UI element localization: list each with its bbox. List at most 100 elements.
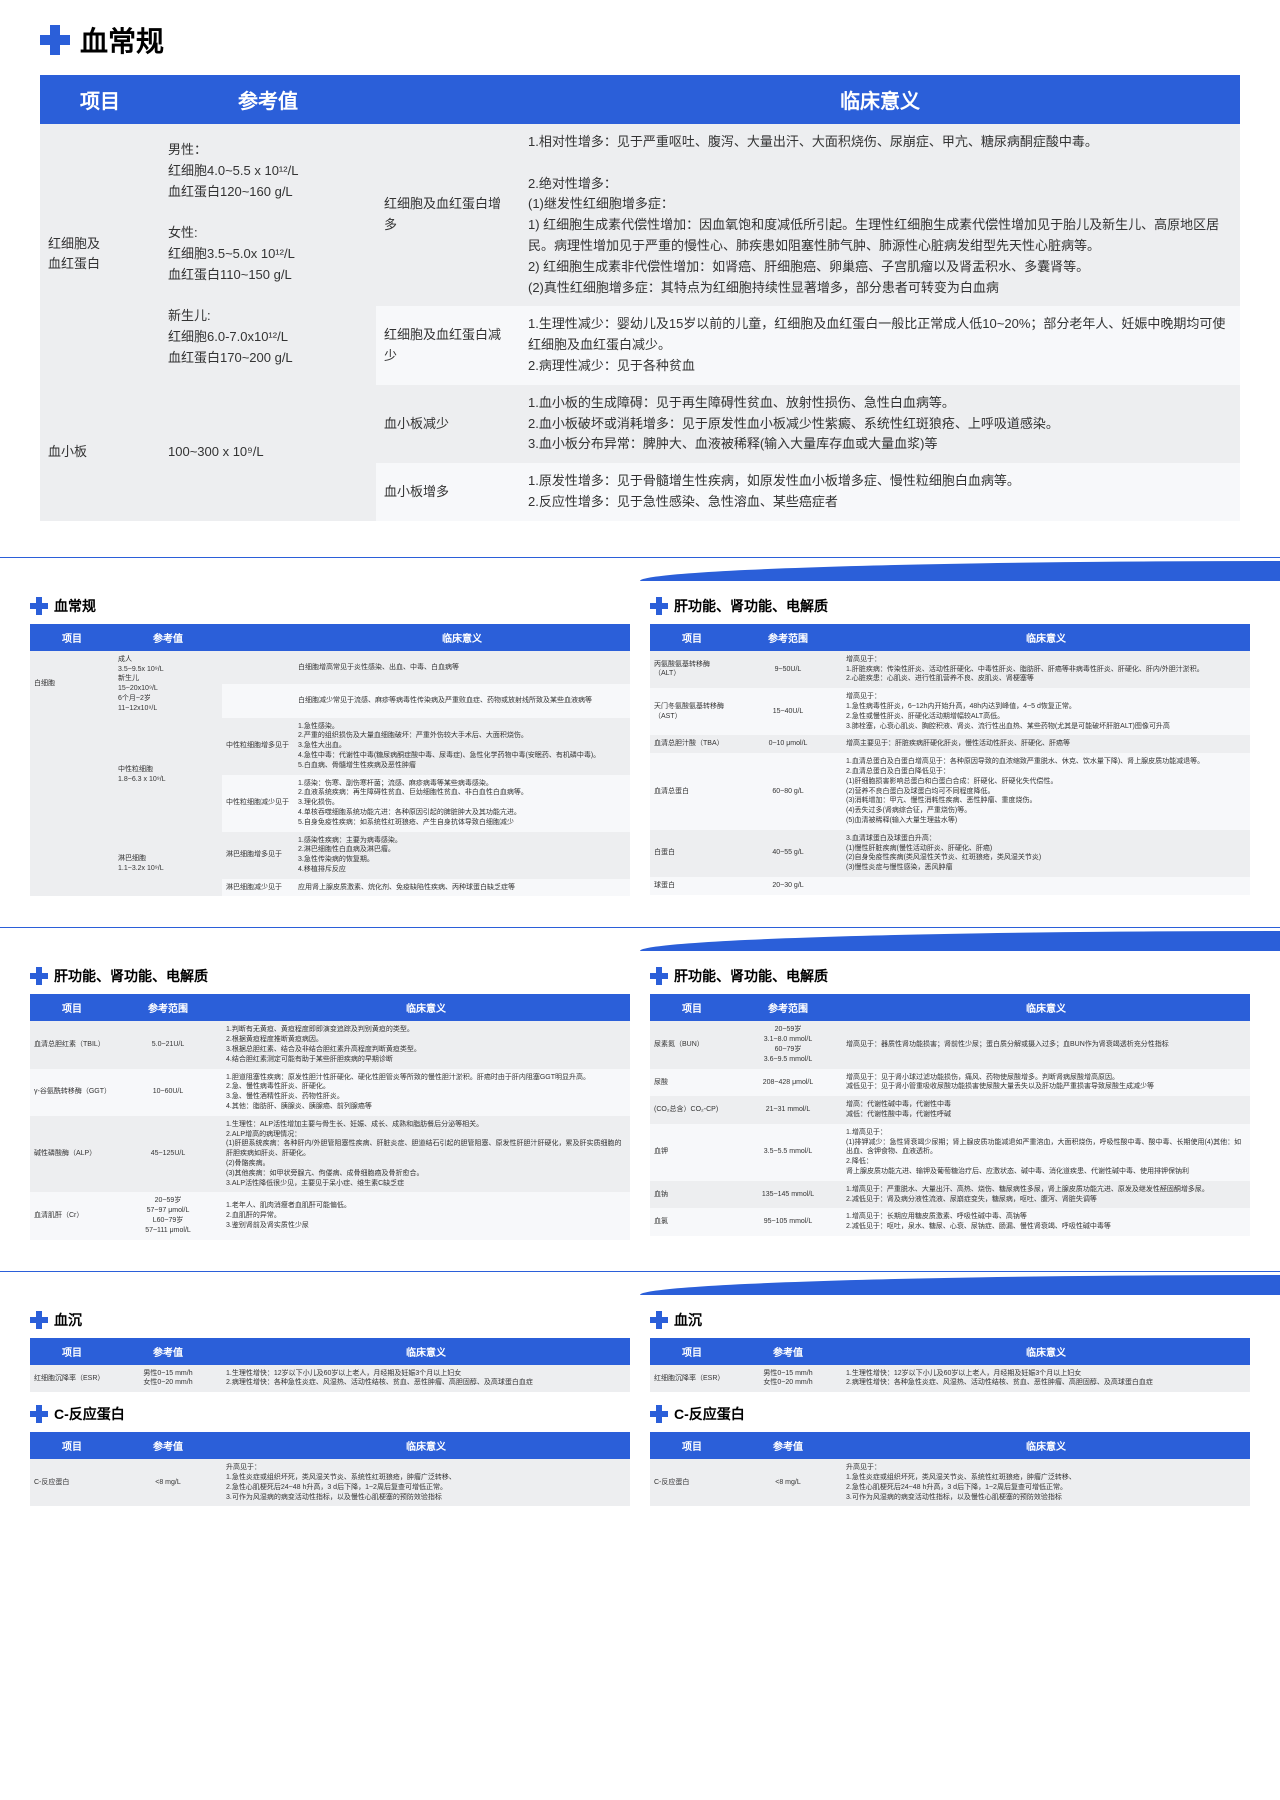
- cell-item: 血钾: [650, 1124, 734, 1181]
- panel-title: 肝功能、肾功能、电解质: [54, 966, 208, 986]
- panel-liver-1: 肝功能、肾功能、电解质 项目参考范围临床意义丙氨酸氨基转移酶（ALT）9~50U…: [650, 596, 1250, 897]
- table-header: 项目: [650, 1338, 734, 1365]
- sub-table: 项目参考值临床意义白细胞成人 3.5~9.5x 10⁹/L 新生儿 15~20x…: [30, 624, 630, 897]
- table-header: [222, 624, 294, 651]
- cell-ref: 9~50U/L: [734, 651, 842, 688]
- cell-meaning: 1.增高见于： (1)排钾减少：急性肾衰竭少尿期；肾上腺皮质功能减退如严重溶血，…: [842, 1124, 1250, 1181]
- cell-ref: 20~30 g/L: [734, 877, 842, 895]
- panel-esr-crp-right: 血沉 项目参考值临床意义红细胞沉降率（ESR）男性0~15 mm/h 女性0~2…: [650, 1310, 1250, 1507]
- table-row: 中性粒细胞 1.8~6.3 x 10⁹/L中性粒细胞增多见于1.急性感染。 2.…: [30, 718, 630, 775]
- plus-icon: [650, 1311, 668, 1329]
- row-1: 血常规 项目参考值临床意义白细胞成人 3.5~9.5x 10⁹/L 新生儿 15…: [0, 581, 1280, 912]
- plus-icon: [40, 25, 70, 55]
- cell-ref: 60~80 g/L: [734, 753, 842, 830]
- cell-ref: 95~105 mmol/L: [734, 1208, 842, 1236]
- cell-meaning: 1.判断有无黄疸、黄疸程度即即演变追踪及判别黄疸的类型。 2.根据黄疸程度推断黄…: [222, 1021, 630, 1068]
- table-row: 碱性磷酸酶（ALP）45~125U/L1.生理性：ALP活性增加主要与骨生长、妊…: [30, 1116, 630, 1193]
- cell-item: 血钠: [650, 1181, 734, 1209]
- sub-table: 项目参考值临床意义C-反应蛋白<8 mg/L升高见于： 1.急性炎症或组织坏死，…: [30, 1432, 630, 1506]
- table-header: 项目: [650, 994, 734, 1021]
- main-header: 血常规: [40, 20, 1240, 60]
- cell-sublabel: 红细胞及血红蛋白减少: [376, 306, 520, 384]
- table-header: 项目: [650, 1432, 734, 1459]
- cell-meaning: 增高见于：见于肾小球过滤功能损伤，痛风、药物使尿酸增多。判断肾病尿酸增高原因。 …: [842, 1069, 1250, 1097]
- row-2: 肝功能、肾功能、电解质 项目参考范围临床意义血清总胆红素（TBIL）5.0~21…: [0, 951, 1280, 1254]
- table-row: 血氯95~105 mmol/L1.增高见于：长期应用糖皮质激素、呼吸性碱中毒、高…: [650, 1208, 1250, 1236]
- cell-sublabel: 中性粒细胞增多见于: [222, 718, 294, 775]
- table-header: 参考值: [114, 1338, 222, 1365]
- cell-item: 尿酸: [650, 1069, 734, 1097]
- table-row: 尿酸208~428 μmol/L增高见于：见于肾小球过滤功能损伤，痛风、药物使尿…: [650, 1069, 1250, 1097]
- cell-item: [30, 718, 114, 832]
- sub-table: 项目参考值临床意义C-反应蛋白<8 mg/L升高见于： 1.急性炎症或组织坏死，…: [650, 1432, 1250, 1506]
- table-row: 白蛋白40~55 g/L3.血清球蛋白及球蛋白升高： (1)慢性肝脏疾病(慢性活…: [650, 830, 1250, 877]
- sub-table: 项目参考范围临床意义丙氨酸氨基转移酶（ALT）9~50U/L增高见于： 1.肝脏…: [650, 624, 1250, 895]
- cell-meaning: 1.原发性增多：见于骨髓增生性疾病，如原发性血小板增多症、慢性粒细胞白血病等。 …: [520, 463, 1240, 521]
- sub-table: 项目参考值临床意义红细胞沉降率（ESR）男性0~15 mm/h 女性0~20 m…: [30, 1338, 630, 1393]
- cell-ref: 10~60U/L: [114, 1069, 222, 1116]
- cell-meaning: 1.生理性增快：12岁以下小儿及60岁以上老人，月经期及妊娠3个月以上妇女 2.…: [222, 1365, 630, 1393]
- table-header: 参考值: [114, 624, 222, 651]
- cell-meaning: 1.感染性疾病：主要为病毒感染。 2.淋巴细胞性白血病及淋巴瘤。 3.急性传染病…: [294, 832, 630, 879]
- cell-item: 红细胞沉降率（ESR）: [30, 1365, 114, 1393]
- cell-meaning: 1.胆道阻塞性疾病：原发性胆汁性肝硬化、硬化性胆管炎等所致的慢性胆汁淤积。肝癌时…: [222, 1069, 630, 1116]
- row-3: 血沉 项目参考值临床意义红细胞沉降率（ESR）男性0~15 mm/h 女性0~2…: [0, 1295, 1280, 1522]
- cell-meaning: 升高见于： 1.急性炎症或组织坏死，类风湿关节炎、系统性红斑狼疮，肿瘤广泛转移、…: [842, 1459, 1250, 1506]
- table-header: 临床意义: [842, 624, 1250, 651]
- cell-meaning: 1.增高见于：严重脱水、大量出汗、高热、烧伤、糖尿病性多尿，肾上腺皮质功能亢进、…: [842, 1181, 1250, 1209]
- table-row: 血小板100~300 x 10⁹/L血小板减少1.血小板的生成障碍：见于再生障碍…: [40, 385, 1240, 463]
- sub-table: 项目参考范围临床意义血清总胆红素（TBIL）5.0~21U/L1.判断有无黄疸、…: [30, 994, 630, 1239]
- panel-title: 血常规: [54, 596, 96, 616]
- panel-title: C-反应蛋白: [54, 1404, 125, 1424]
- cell-ref: 男性0~15 mm/h 女性0~20 mm/h: [734, 1365, 842, 1393]
- table-header: 临床意义: [294, 624, 630, 651]
- cell-ref: 100~300 x 10⁹/L: [160, 385, 376, 521]
- cell-meaning: 增高见于： 1.肝脏疾病：传染性肝炎、活动性肝硬化、中毒性肝炎、脂肪肝、肝癌等非…: [842, 651, 1250, 688]
- cell-ref: 成人 3.5~9.5x 10⁹/L 新生儿 15~20x10⁹/L 6个月~2岁…: [114, 651, 222, 718]
- panel-esr-crp-left: 血沉 项目参考值临床意义红细胞沉降率（ESR）男性0~15 mm/h 女性0~2…: [30, 1310, 630, 1507]
- plus-icon: [650, 597, 668, 615]
- wave-divider: [0, 1255, 1280, 1295]
- cell-meaning: 3.血清球蛋白及球蛋白升高： (1)慢性肝脏疾病(慢性活动肝炎、肝硬化、肝癌) …: [842, 830, 1250, 877]
- cell-meaning: 白细胞增高常见于炎性感染、出血、中毒、白血病等: [294, 651, 630, 684]
- cell-sublabel: 中性粒细胞减少见于: [222, 775, 294, 832]
- table-header: 临床意义: [842, 1432, 1250, 1459]
- table-row: C-反应蛋白<8 mg/L升高见于： 1.急性炎症或组织坏死，类风湿关节炎、系统…: [30, 1459, 630, 1506]
- table-row: 尿素氮（BUN）20~59岁 3.1~8.0 mmol/L 60~79岁 3.6…: [650, 1021, 1250, 1068]
- plus-icon: [30, 1311, 48, 1329]
- cell-ref: 5.0~21U/L: [114, 1021, 222, 1068]
- cell-meaning: 应用肾上腺皮质激素、烷化剂、免疫缺陷性疾病、丙种球蛋白缺乏症等: [294, 879, 630, 897]
- cell-item: 血氯: [650, 1208, 734, 1236]
- table-row: 天门冬氨酸氨基转移酶（AST）15~40U/L增高见于： 1.急性病毒性肝炎，6…: [650, 688, 1250, 735]
- cell-item: C-反应蛋白: [30, 1459, 114, 1506]
- cell-meaning: 升高见于： 1.急性炎症或组织坏死，类风湿关节炎、系统性红斑狼疮，肿瘤广泛转移、…: [222, 1459, 630, 1506]
- table-header: 项目: [30, 1338, 114, 1365]
- table-row: 红细胞沉降率（ESR）男性0~15 mm/h 女性0~20 mm/h1.生理性增…: [650, 1365, 1250, 1393]
- table-header: 参考值: [160, 75, 376, 124]
- table-header: 临床意义: [520, 75, 1240, 124]
- table-row: 血清肌酐（Cr）20~59岁 57~97 μmol/L L60~79岁 57~1…: [30, 1192, 630, 1239]
- cell-meaning: 白细胞减少常见于流感、麻疹等病毒性传染病及严重败血症、药物或放射线所致及某些血液…: [294, 684, 630, 717]
- table-header: 临床意义: [842, 1338, 1250, 1365]
- table-header: 参考值: [734, 1432, 842, 1459]
- cell-meaning: 1.生理性：ALP活性增加主要与骨生长、妊娠、成长、成熟和脂肪餐后分泌等相关。 …: [222, 1116, 630, 1193]
- cell-sublabel: [222, 651, 294, 684]
- sub-table: 项目参考值临床意义红细胞沉降率（ESR）男性0~15 mm/h 女性0~20 m…: [650, 1338, 1250, 1393]
- cell-ref: 中性粒细胞 1.8~6.3 x 10⁹/L: [114, 718, 222, 832]
- wave-divider: [0, 911, 1280, 951]
- plus-icon: [30, 967, 48, 985]
- cell-sublabel: 淋巴细胞增多见于: [222, 832, 294, 879]
- cell-meaning: 1.老年人、肌肉消瘦者血肌酐可能偏低。 2.血肌酐的异常。 3.鉴别肾前及肾实质…: [222, 1192, 630, 1239]
- cell-ref: 20~59岁 3.1~8.0 mmol/L 60~79岁 3.6~9.5 mmo…: [734, 1021, 842, 1068]
- cell-item: 红细胞及 血红蛋白: [40, 124, 160, 385]
- cell-meaning: 1.感染：伤寒、副伤寒杆菌；流感、麻疹病毒等某些病毒感染。 2.血液系统疾病：再…: [294, 775, 630, 832]
- table-header: 项目: [650, 624, 734, 651]
- cell-meaning: 增高：代谢性碱中毒，代谢性中毒 减低：代谢性酸中毒，代谢性呼碱: [842, 1096, 1250, 1124]
- cell-item: 血清总胆汁酸（TBA）: [650, 735, 734, 753]
- table-row: 白细胞成人 3.5~9.5x 10⁹/L 新生儿 15~20x10⁹/L 6个月…: [30, 651, 630, 684]
- cell-ref: 淋巴细胞 1.1~3.2x 10⁹/L: [114, 832, 222, 897]
- cell-ref: 3.5~5.5 mmol/L: [734, 1124, 842, 1181]
- cell-sublabel: 血小板增多: [376, 463, 520, 521]
- cell-meaning: 增高见于：器质性肾功能损害；肾前性少尿；蛋白质分解或摄入过多；血BUN作为肾衰竭…: [842, 1021, 1250, 1068]
- plus-icon: [650, 967, 668, 985]
